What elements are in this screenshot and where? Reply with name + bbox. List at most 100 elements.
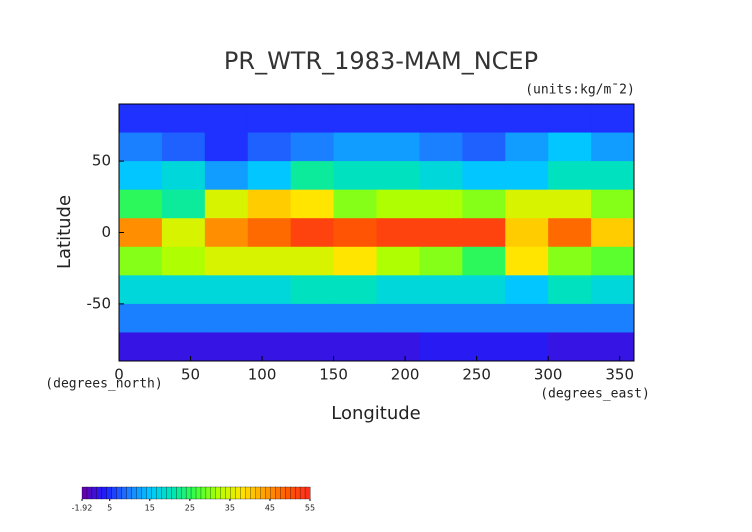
- heatmap-cell: [204, 218, 249, 248]
- heatmap-cell: [505, 132, 549, 162]
- heatmap-cell: [204, 246, 249, 276]
- heatmap-cell: [548, 303, 592, 333]
- heatmap-cell: [161, 303, 206, 333]
- heatmap-cell: [290, 246, 335, 276]
- colorbar-segment: [91, 486, 98, 500]
- colorbar-segment: [270, 486, 276, 500]
- heatmap-cell: [204, 104, 249, 134]
- heatmap-cell: [333, 132, 377, 162]
- colorbar-segment: [304, 486, 311, 500]
- heatmap-cell: [247, 161, 292, 191]
- x-tick-label: 250: [462, 366, 491, 384]
- colorbar-segment: [294, 486, 301, 500]
- colorbar-segment: [299, 486, 306, 500]
- colorbar-segment: [131, 486, 137, 500]
- heatmap-cell: [505, 161, 549, 191]
- colorbar-tick-label: 55: [305, 504, 315, 513]
- heatmap-cell: [419, 275, 463, 305]
- heatmap-cell: [333, 275, 377, 305]
- units-label: (units:kg/m¯2): [525, 83, 635, 98]
- heatmap-cell: [119, 303, 163, 333]
- heatmap-cell: [419, 104, 463, 134]
- x-tick-label: 350: [605, 366, 634, 384]
- heatmap-cell: [548, 246, 592, 276]
- colorbar-segment: [185, 486, 192, 500]
- y-tick-label: 50: [92, 152, 111, 170]
- heatmap-cell: [548, 275, 592, 305]
- y-axis-label: Latitude: [54, 195, 75, 269]
- colorbar-tick-label: 35: [225, 504, 235, 513]
- heatmap-cell: [247, 189, 292, 219]
- x-axis-label: Longitude: [331, 403, 421, 424]
- heatmap-cell: [419, 332, 463, 362]
- colorbar-segment: [225, 486, 232, 500]
- x-tick-label: 150: [319, 366, 348, 384]
- colorbar-tick-label: -1.92: [72, 504, 93, 513]
- colorbar-segment: [136, 486, 142, 500]
- colorbar-segment: [235, 486, 242, 500]
- colorbar-segment: [195, 486, 202, 500]
- heatmap-cell: [376, 332, 420, 362]
- heatmap-cell: [376, 132, 420, 162]
- heatmap-cell: [462, 246, 506, 276]
- heatmap-cell: [161, 132, 206, 162]
- heatmap-cell: [419, 189, 463, 219]
- heatmap-cell: [333, 104, 377, 134]
- heatmap-cell: [419, 132, 463, 162]
- colorbar-segment: [210, 486, 217, 500]
- heatmap-cell: [290, 132, 335, 162]
- heatmap-cell: [505, 332, 549, 362]
- heatmap-cell: [591, 218, 635, 248]
- colorbar-segment: [240, 486, 247, 500]
- heatmap-cell: [591, 132, 635, 162]
- heatmap-cell: [591, 275, 635, 305]
- colorbar-segment: [111, 486, 118, 500]
- colorbar-segment: [156, 486, 162, 500]
- heatmap-cell: [119, 275, 163, 305]
- colorbar-segment: [275, 486, 281, 500]
- heatmap-cell: [462, 161, 506, 191]
- heatmap-cell: [161, 104, 206, 134]
- heatmap-cell: [419, 161, 463, 191]
- heatmap-cell: [333, 218, 377, 248]
- heatmap-cell: [505, 303, 549, 333]
- heatmap-cell: [204, 189, 249, 219]
- heatmap-cell: [505, 275, 549, 305]
- heatmap-cell: [462, 189, 506, 219]
- colorbar-segment: [86, 486, 93, 500]
- heatmap-cell: [119, 218, 163, 248]
- heatmap-cell: [119, 161, 163, 191]
- heatmap-cell: [505, 104, 549, 134]
- heatmap-cell: [119, 332, 163, 362]
- heatmap-cell: [591, 104, 635, 134]
- colorbar-segment: [285, 486, 291, 500]
- heatmap-cell: [591, 303, 635, 333]
- heatmap-cell: [548, 104, 592, 134]
- x-tick-label: 0: [114, 366, 124, 384]
- heatmap-cell: [161, 275, 206, 305]
- colorbar-segment: [166, 486, 172, 500]
- heatmap-cell: [119, 104, 163, 134]
- heatmap-cell: [247, 246, 292, 276]
- heatmap-cell: [505, 218, 549, 248]
- colorbar-tick-label: 5: [107, 504, 112, 513]
- heatmap-cell: [591, 189, 635, 219]
- colorbar-segment: [151, 486, 157, 500]
- heatmap-cell: [462, 104, 506, 134]
- colorbar-segment: [121, 486, 128, 500]
- colorbar-segment: [126, 486, 133, 500]
- heatmap-cell: [290, 189, 335, 219]
- chart-title: PR_WTR_1983-MAM_NCEP: [224, 47, 538, 75]
- heatmap-cell: [247, 303, 292, 333]
- heatmap-cell: [247, 332, 292, 362]
- heatmap-cell: [548, 161, 592, 191]
- colorbar-segment: [200, 486, 207, 500]
- heatmap-cell: [548, 189, 592, 219]
- y-tick-label: -50: [87, 294, 112, 312]
- heatmap-cell: [119, 246, 163, 276]
- heatmap-cell: [548, 218, 592, 248]
- heatmap-cell: [290, 303, 335, 333]
- heatmap-cell: [462, 275, 506, 305]
- colorbar-segment: [180, 486, 187, 500]
- heatmap-cell: [376, 275, 420, 305]
